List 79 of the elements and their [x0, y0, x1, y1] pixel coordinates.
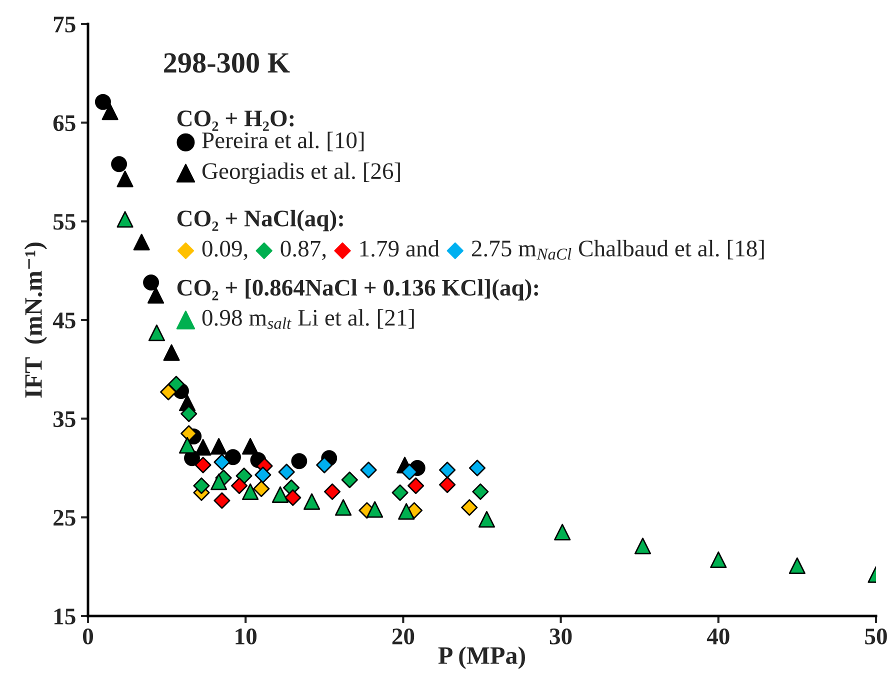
point	[163, 344, 180, 361]
point	[242, 438, 259, 455]
legend-label: 0.98 m$_{salt}$ Li et al. [21]	[202, 309, 414, 329]
point	[284, 489, 302, 506]
y-tick-label: 75	[54, 16, 76, 32]
point	[133, 234, 150, 250]
point	[316, 456, 333, 474]
point	[214, 454, 230, 470]
x-tick-label: 20	[392, 628, 414, 644]
point	[439, 462, 456, 478]
y-tick-label: 35	[53, 411, 76, 428]
y-tick-label: 25	[54, 510, 76, 526]
point	[168, 376, 185, 392]
y-tick-label: 45	[52, 312, 76, 328]
point	[472, 483, 489, 500]
annotation: CO₂ + H₂O:	[177, 110, 294, 131]
point	[102, 104, 118, 120]
point	[392, 484, 408, 501]
x-tick-label: 40	[706, 628, 730, 644]
x-tick-label: 50	[865, 628, 887, 644]
point	[710, 551, 727, 568]
point	[398, 503, 415, 520]
point	[116, 170, 134, 188]
point	[341, 472, 358, 488]
point	[254, 466, 272, 484]
annotation: CO₂ + [0.864NaCl + 0.136 KCl](aq):	[177, 279, 538, 301]
point	[408, 477, 424, 494]
y-tick-label: 65	[53, 115, 76, 132]
annotation: 298-300 K	[164, 53, 290, 73]
point	[554, 524, 571, 540]
point	[291, 453, 308, 470]
point	[180, 425, 198, 442]
point	[278, 464, 295, 480]
point	[253, 480, 270, 498]
point	[242, 483, 259, 500]
point	[230, 477, 248, 494]
point	[116, 211, 134, 228]
legend-label: 2.75 m$_{NaCl}$ Chalbaud et al. [18]	[472, 240, 764, 260]
x-tick-label: 10	[236, 628, 257, 644]
legend-label: 0.09,	[202, 240, 248, 260]
point	[194, 456, 212, 474]
point	[272, 486, 289, 503]
legend-label: 1.79 and	[360, 240, 440, 257]
point	[225, 449, 241, 466]
annotation: CO₂ + NaCl(aq):	[177, 210, 343, 232]
point	[210, 474, 228, 490]
point	[111, 156, 128, 172]
point	[94, 94, 111, 110]
x-tick-label: 0	[82, 628, 94, 644]
point	[788, 557, 806, 574]
point	[439, 476, 456, 494]
y-tick-label: 15	[54, 608, 76, 624]
point	[180, 405, 198, 422]
x-axis-title: P (MPa)	[438, 646, 525, 670]
point	[194, 438, 212, 456]
point	[214, 492, 230, 509]
point	[461, 499, 478, 516]
point	[468, 460, 486, 476]
point	[335, 499, 352, 516]
legend-label: Pereira et al. [10]	[202, 132, 364, 152]
point	[147, 287, 164, 304]
point	[360, 462, 377, 478]
point	[143, 274, 160, 290]
point	[401, 464, 418, 480]
point	[478, 511, 496, 528]
point	[210, 438, 228, 455]
legend-label: Georgiadis et al. [26]	[202, 162, 400, 184]
point	[178, 437, 196, 454]
point	[324, 483, 341, 500]
point	[193, 477, 210, 494]
y-axis-title: IFT (mN.m⁻¹)	[24, 242, 48, 398]
point	[148, 324, 166, 342]
legend-label: 0.87,	[280, 240, 326, 260]
point	[160, 384, 177, 400]
y-tick-label: 55	[54, 214, 76, 230]
point	[303, 493, 320, 510]
point	[366, 501, 384, 518]
x-tick-label: 30	[550, 628, 572, 644]
point	[634, 538, 652, 554]
